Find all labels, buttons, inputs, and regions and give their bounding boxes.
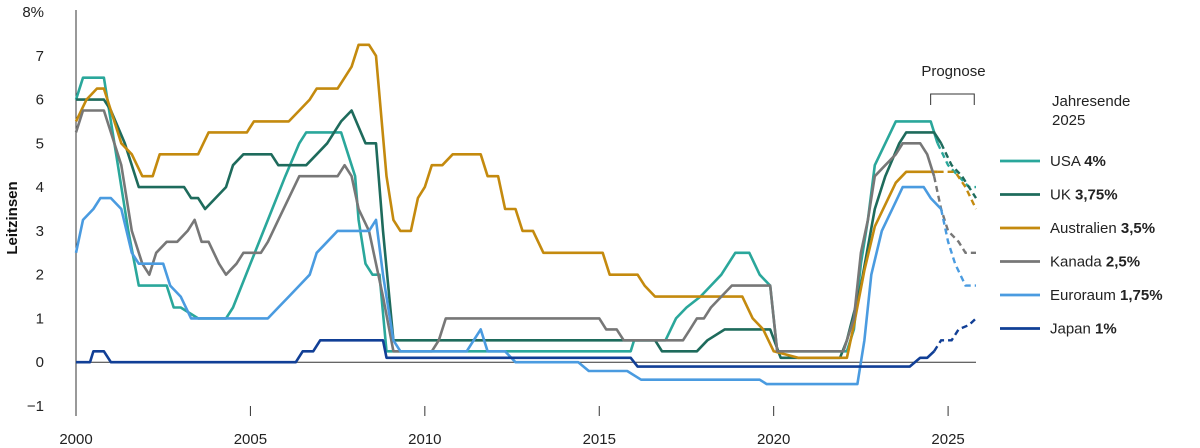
y-tick-label: 7 xyxy=(36,48,44,65)
legend-entry-kanada: Kanada 2,5% xyxy=(1050,254,1140,271)
y-tick-label: 6 xyxy=(36,92,44,109)
y-axis: −1 0 1 2 3 4 5 6 7 8% xyxy=(22,4,77,415)
y-tick-label: −1 xyxy=(27,398,44,415)
series-line-australien xyxy=(74,43,938,360)
legend-end-value: 1,75% xyxy=(1120,287,1163,304)
series-line-kanada xyxy=(74,109,936,353)
series-lines xyxy=(74,43,978,386)
forecast-bracket: Prognose xyxy=(921,63,986,105)
legend-end-value: 1% xyxy=(1095,321,1117,338)
y-tick-label: 3 xyxy=(36,223,44,240)
forecast-label: Prognose xyxy=(921,63,985,80)
y-axis-title: Leitzinsen xyxy=(4,181,21,254)
legend-end-value: 3,5% xyxy=(1121,220,1155,237)
legend-entry-usa: USA 4% xyxy=(1050,153,1106,170)
y-tick-label: 4 xyxy=(36,179,44,196)
series-line-euroraum xyxy=(74,185,943,386)
y-tick-label: 5 xyxy=(36,135,44,152)
y-tick-label: 1 xyxy=(36,310,44,327)
legend-series-name: Euroraum xyxy=(1050,287,1120,304)
legend-series-name: USA xyxy=(1050,153,1084,170)
forecast-line-uk xyxy=(940,142,978,199)
legend-entry-uk: UK 3,75% xyxy=(1050,187,1118,204)
x-tick-label: 2010 xyxy=(408,431,441,448)
x-axis: 2000 2005 2010 2015 2020 2025 xyxy=(59,406,965,448)
forecast-line-japan xyxy=(933,317,977,352)
legend: Jahresende 2025 USA 4% UK 3,75% Australien … xyxy=(1000,93,1163,338)
legend-title: Jahresende 2025 xyxy=(1052,93,1130,129)
legend-series-name: UK xyxy=(1050,187,1075,204)
x-tick-label: 2025 xyxy=(931,431,964,448)
x-tick-label: 2015 xyxy=(583,431,616,448)
legend-end-value: 2,5% xyxy=(1106,254,1140,271)
legend-entry-euroraum: Euroraum 1,75% xyxy=(1050,287,1163,304)
legend-end-value: 3,75% xyxy=(1075,187,1118,204)
y-tick-label: 0 xyxy=(36,354,44,371)
y-tick-label: 2 xyxy=(36,267,44,284)
legend-title-line: 2025 xyxy=(1052,112,1085,129)
x-tick-label: 2020 xyxy=(757,431,790,448)
legend-entry-australien: Australien 3,5% xyxy=(1050,220,1155,237)
x-tick-label: 2000 xyxy=(59,431,92,448)
x-tick-label: 2005 xyxy=(234,431,267,448)
legend-series-name: Japan xyxy=(1050,321,1095,338)
legend-series-name: Kanada xyxy=(1050,254,1106,271)
legend-end-value: 4% xyxy=(1084,153,1106,170)
forecast-bracket-line xyxy=(930,93,975,105)
legend-entry-japan: Japan 1% xyxy=(1050,321,1117,338)
legend-title-line: Jahresende xyxy=(1052,93,1130,110)
series-line-usa xyxy=(74,76,939,353)
forecast-line-usa xyxy=(936,142,976,189)
series-line-japan xyxy=(76,339,935,368)
y-tick-label: 8% xyxy=(22,4,44,21)
forecast-line-kanada xyxy=(932,175,976,254)
legend-series-name: Australien xyxy=(1050,220,1121,237)
forecast-line-euroraum xyxy=(939,208,976,287)
